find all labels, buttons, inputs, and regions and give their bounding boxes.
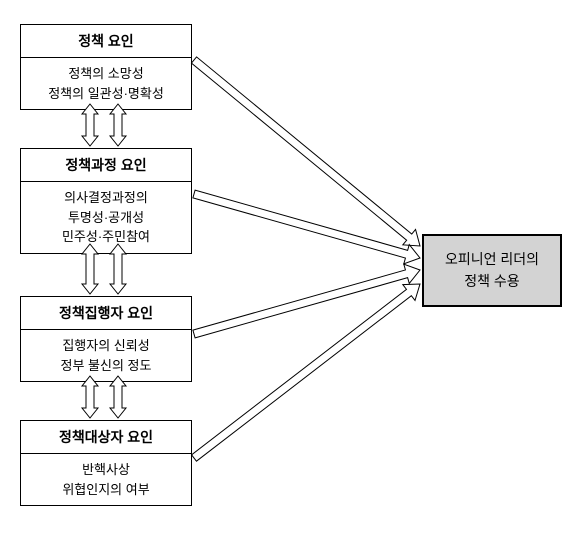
diagram-stage: 정책 요인 정책의 소망성 정책의 일관성·명확성 정책과정 요인 의사결정과정…: [0, 0, 587, 534]
factor-body: 반핵사상 위협인지의 여부: [21, 454, 191, 505]
factor-title: 정책대상자 요인: [21, 421, 191, 454]
factor-body-line: 정부 불신의 정도: [25, 356, 187, 376]
factor-box-process: 정책과정 요인 의사결정과정의 투명성·공개성 민주성·주민참여: [20, 148, 192, 254]
outcome-line: 오피니언 리더의: [434, 248, 550, 270]
factor-body-line: 위협인지의 여부: [25, 480, 187, 500]
factor-body: 의사결정과정의 투명성·공개성 민주성·주민참여: [21, 182, 191, 253]
outcome-box: 오피니언 리더의 정책 수용: [422, 234, 562, 307]
factor-body-line: 정책의 일관성·명확성: [25, 84, 187, 104]
factor-body: 정책의 소망성 정책의 일관성·명확성: [21, 58, 191, 109]
factor-body: 집행자의 신뢰성 정부 불신의 정도: [21, 330, 191, 381]
factor-body-line: 투명성·공개성: [25, 208, 187, 228]
factor-body-line: 집행자의 신뢰성: [25, 336, 187, 356]
factor-title: 정책과정 요인: [21, 149, 191, 182]
factor-box-executor: 정책집행자 요인 집행자의 신뢰성 정부 불신의 정도: [20, 296, 192, 382]
outcome-line: 정책 수용: [434, 270, 550, 292]
factor-body-line: 정책의 소망성: [25, 64, 187, 84]
factor-title: 정책집행자 요인: [21, 297, 191, 330]
factor-body-line: 민주성·주민참여: [25, 227, 187, 247]
factor-body-line: 반핵사상: [25, 460, 187, 480]
factor-box-target: 정책대상자 요인 반핵사상 위협인지의 여부: [20, 420, 192, 506]
factor-body-line: 의사결정과정의: [25, 188, 187, 208]
factor-box-policy: 정책 요인 정책의 소망성 정책의 일관성·명확성: [20, 24, 192, 110]
factor-title: 정책 요인: [21, 25, 191, 58]
